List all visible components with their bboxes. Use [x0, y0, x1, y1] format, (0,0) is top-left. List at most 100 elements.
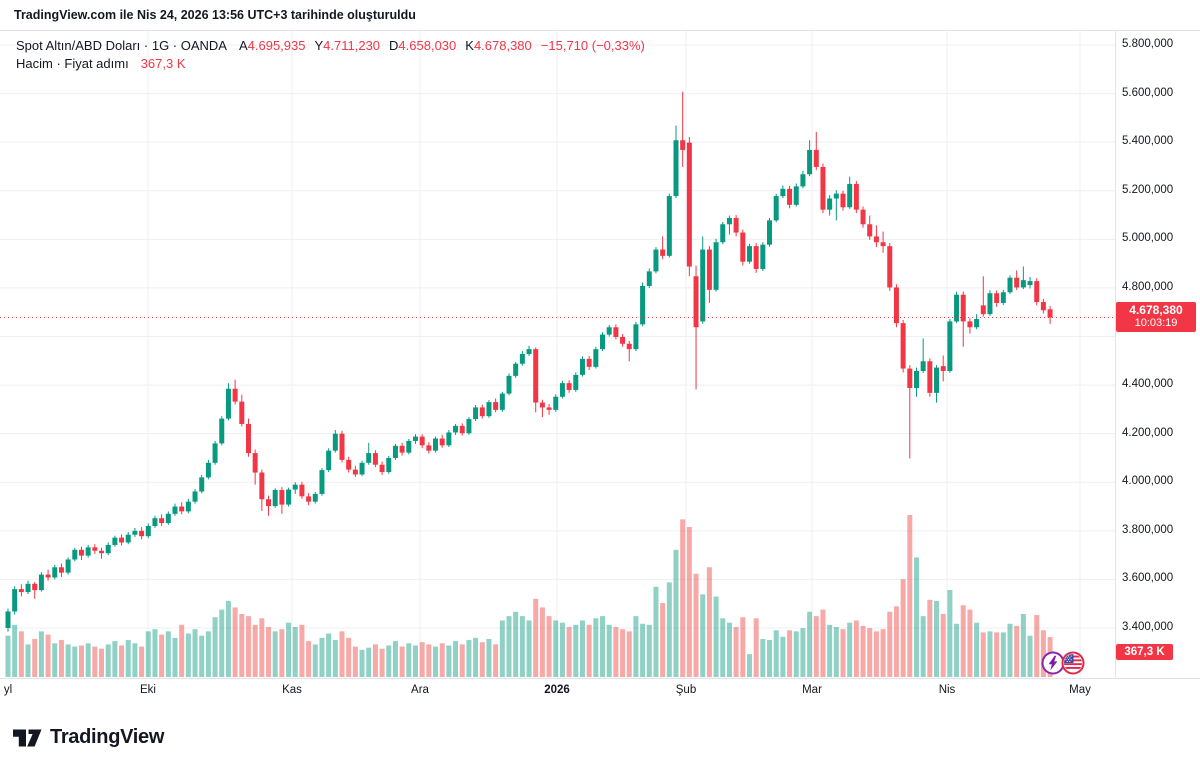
candle-body — [947, 321, 953, 371]
volume-bar — [746, 654, 752, 677]
time-axis-tick: Eki — [140, 684, 156, 696]
price-axis-tick: 5.000,000 — [1122, 232, 1174, 245]
volume-bar — [600, 616, 606, 677]
candle-body — [279, 490, 285, 505]
volume-bar — [813, 616, 819, 677]
candle-body — [780, 188, 786, 197]
volume-bar — [706, 567, 712, 677]
volume-bar — [586, 624, 592, 677]
candle-body — [760, 244, 766, 269]
volume-bar — [720, 618, 726, 677]
volume-bar — [346, 637, 352, 677]
volume-bar — [920, 616, 926, 677]
candle-body — [493, 402, 499, 410]
volume-bar — [867, 628, 873, 677]
volume-bar — [339, 631, 345, 677]
volume-bar — [513, 611, 519, 677]
candle-body — [25, 583, 31, 593]
volume-bar — [506, 616, 512, 677]
candle-body — [613, 327, 619, 337]
volume-bar — [974, 622, 980, 677]
volume-bar — [292, 627, 298, 677]
price-axis-tick: 4.200,000 — [1122, 426, 1174, 439]
volume-bar — [519, 616, 525, 677]
us-flag-icon[interactable] — [1061, 651, 1085, 675]
volume-bar — [5, 635, 11, 677]
volume-bar — [172, 637, 178, 677]
volume-bar — [733, 627, 739, 677]
volume-bar — [626, 631, 632, 677]
candle-body — [773, 196, 779, 221]
candle-body — [733, 217, 739, 233]
volume-bar — [332, 640, 338, 677]
volume-bar — [326, 633, 332, 677]
candle-body — [673, 140, 679, 197]
candle-body — [1027, 281, 1033, 286]
candle-body — [18, 589, 24, 593]
candle-body — [539, 402, 545, 408]
candle-body — [205, 462, 211, 478]
candle-body — [680, 140, 686, 150]
volume-bar — [666, 582, 672, 677]
candle-body — [1000, 292, 1006, 303]
time-axis-border — [0, 678, 1200, 679]
volume-bar — [1020, 613, 1026, 677]
candle-body — [646, 271, 652, 286]
last-price-tag[interactable]: 4.678,380 10:03:19 — [1116, 302, 1196, 333]
volume-bar — [78, 645, 84, 677]
volume-bar — [199, 635, 205, 677]
candle-body — [446, 432, 452, 446]
volume-bar — [873, 631, 879, 677]
candle-body — [907, 368, 913, 388]
candle-body — [640, 285, 646, 325]
candle-body — [600, 334, 606, 350]
volume-bar — [286, 622, 292, 677]
volume-row-title: Hacim · Fiyat adımı — [16, 56, 129, 71]
candle-body — [232, 388, 238, 402]
legend-symbol-row[interactable]: Spot Altın/ABD Doları · 1G · OANDA A4.695… — [16, 37, 645, 55]
candle-body — [212, 443, 218, 463]
volume-bar — [913, 557, 919, 677]
volume-bar — [58, 640, 64, 677]
volume-bar — [1034, 615, 1040, 677]
volume-bar — [860, 625, 866, 677]
candle-body — [245, 423, 251, 454]
candle-body — [366, 453, 372, 463]
volume-bar — [820, 609, 826, 677]
candle-body — [633, 324, 639, 350]
candle-body — [145, 525, 151, 537]
volume-bar — [686, 527, 692, 677]
candle-body — [686, 142, 692, 267]
volume-bar — [660, 603, 666, 677]
candle-body — [887, 246, 893, 288]
candle-body — [286, 489, 292, 505]
volume-bar — [934, 600, 940, 677]
candle-body — [873, 236, 879, 243]
volume-bar — [1014, 625, 1020, 677]
price-axis-tick: 5.600,000 — [1122, 86, 1174, 99]
volume-bar — [252, 624, 258, 677]
candle-body — [259, 472, 265, 500]
volume-bar — [740, 617, 746, 677]
volume-bar — [940, 613, 946, 677]
volume-bar — [446, 645, 452, 677]
volume-bar — [319, 637, 325, 677]
candle-body — [506, 375, 512, 394]
legend: Spot Altın/ABD Doları · 1G · OANDA A4.695… — [16, 37, 645, 73]
candle-body — [192, 491, 198, 502]
candle-body — [459, 425, 465, 434]
legend-volume-row[interactable]: Hacim · Fiyat adımı 367,3 K — [16, 55, 645, 73]
candle-body — [12, 589, 18, 612]
last-volume-tag: 367,3 K — [1116, 644, 1173, 660]
volume-bar — [800, 628, 806, 677]
candle-body — [827, 198, 833, 210]
volume-bar — [379, 648, 385, 677]
chart-top-border — [0, 30, 1200, 31]
candle-body — [720, 224, 726, 243]
tradingview-logo[interactable]: TradingView — [12, 726, 164, 749]
volume-bar — [473, 637, 479, 677]
candle-body — [359, 462, 365, 475]
volume-bar — [112, 641, 118, 677]
volume-bar — [185, 633, 191, 677]
candle-body — [45, 574, 51, 578]
